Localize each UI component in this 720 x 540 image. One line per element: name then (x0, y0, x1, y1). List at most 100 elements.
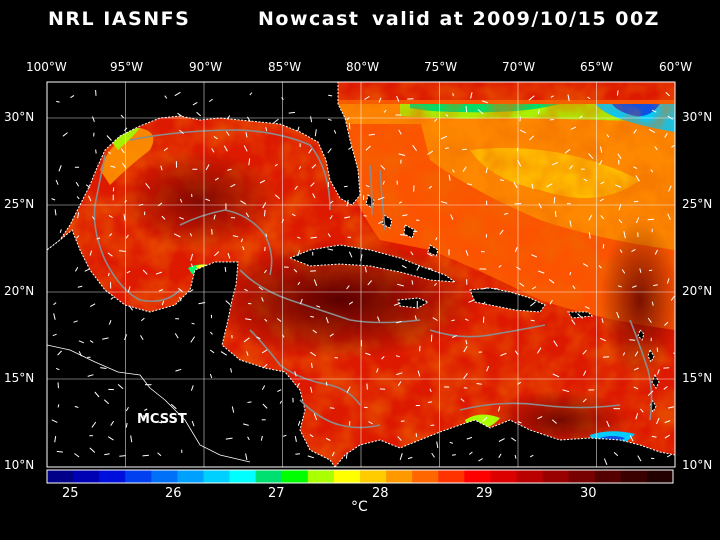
current-arrow (110, 420, 115, 426)
current-arrow (429, 388, 432, 393)
current-arrow (656, 369, 660, 375)
current-arrow (598, 265, 602, 269)
current-arrow (629, 435, 634, 442)
current-arrow (531, 286, 537, 290)
colorbar-tick-29: 29 (476, 486, 493, 501)
current-arrow (189, 289, 194, 293)
current-arrow (434, 282, 437, 287)
colorbar-unit: °C (351, 499, 368, 515)
current-arrow (664, 420, 671, 424)
current-arrow (346, 285, 350, 290)
cuba (288, 244, 457, 283)
lat-label-10n-left: 10°N (4, 458, 35, 472)
current-arrow (393, 302, 401, 306)
current-arrow (62, 132, 68, 137)
current-arrow (327, 148, 332, 154)
current-arrow (53, 302, 57, 306)
current-arrow (600, 215, 605, 220)
colorbar-tick-28: 28 (372, 486, 389, 501)
current-arrow (283, 434, 287, 437)
current-arrow (407, 456, 413, 460)
current-arrow (482, 100, 489, 104)
current-arrow (411, 280, 414, 285)
current-arrow (538, 203, 542, 209)
current-arrow (376, 368, 379, 373)
current-arrow (296, 382, 300, 387)
current-arrow (310, 182, 315, 187)
current-arrow (664, 434, 671, 439)
lat-label-10n-right: 10°N (682, 458, 713, 472)
current-arrow (87, 374, 94, 377)
current-arrow (632, 285, 637, 288)
current-arrow (56, 100, 60, 103)
current-arrow (401, 265, 407, 269)
current-arrow (243, 145, 248, 152)
current-arrow (569, 271, 572, 276)
colorbar-tick-26: 26 (165, 486, 182, 501)
current-arrow (551, 419, 557, 424)
mexico-central-america (47, 229, 336, 467)
lon-label-70w: 70°W (502, 60, 536, 74)
current-arrow (619, 249, 623, 254)
current-arrow (297, 236, 301, 239)
current-arrow (466, 436, 473, 440)
current-arrow (77, 285, 83, 288)
current-arrow (396, 372, 403, 376)
graticule (47, 82, 675, 467)
current-arrow (52, 333, 57, 337)
current-arrow (486, 366, 490, 372)
current-arrow (209, 373, 213, 379)
current-arrow (410, 251, 414, 256)
current-arrow (264, 209, 266, 217)
current-arrow (127, 286, 131, 293)
colorbar-swatch (151, 470, 178, 483)
current-arrow (247, 401, 252, 403)
current-arrow (599, 160, 603, 165)
current-arrow (55, 179, 59, 185)
current-arrow (191, 322, 195, 325)
current-arrow (265, 233, 268, 237)
current-arrow (622, 352, 626, 356)
current-arrow (214, 251, 220, 257)
current-arrow (70, 94, 75, 99)
current-arrow (74, 405, 79, 408)
current-arrow (325, 317, 329, 324)
current-arrow (553, 197, 556, 204)
current-arrow (514, 246, 518, 252)
current-arrow (190, 336, 196, 343)
current-arrow (519, 129, 527, 134)
current-arrow (175, 368, 182, 372)
current-arrow (242, 423, 249, 426)
lon-label-75w: 75°W (424, 60, 458, 74)
current-arrow (59, 229, 62, 233)
current-arrow (325, 381, 328, 386)
current-arrow (299, 298, 303, 305)
current-arrow (368, 133, 375, 136)
current-arrow (465, 106, 468, 113)
current-arrow (297, 281, 301, 286)
current-arrow (633, 200, 639, 203)
current-arrow (623, 231, 626, 239)
current-arrow (327, 248, 334, 251)
current-arrow (245, 453, 248, 460)
current-arrow (363, 215, 367, 217)
current-arrow (651, 109, 657, 113)
current-arrow (316, 305, 321, 308)
current-arrow (519, 116, 521, 122)
south-caribbean-contour (459, 402, 621, 411)
current-arrow (57, 350, 62, 356)
current-arrow (230, 368, 233, 373)
current-arrow (161, 300, 165, 306)
current-arrow (549, 299, 553, 305)
current-arrow (142, 269, 148, 275)
current-arrow (110, 165, 116, 168)
current-arrow (553, 340, 558, 347)
current-arrow (298, 166, 302, 170)
current-arrow (396, 95, 400, 102)
panama-contour (299, 399, 381, 429)
current-arrow (517, 421, 522, 424)
current-arrow (531, 183, 534, 190)
current-arrow (398, 153, 406, 156)
current-arrow (109, 233, 113, 237)
current-arrow (225, 437, 233, 440)
